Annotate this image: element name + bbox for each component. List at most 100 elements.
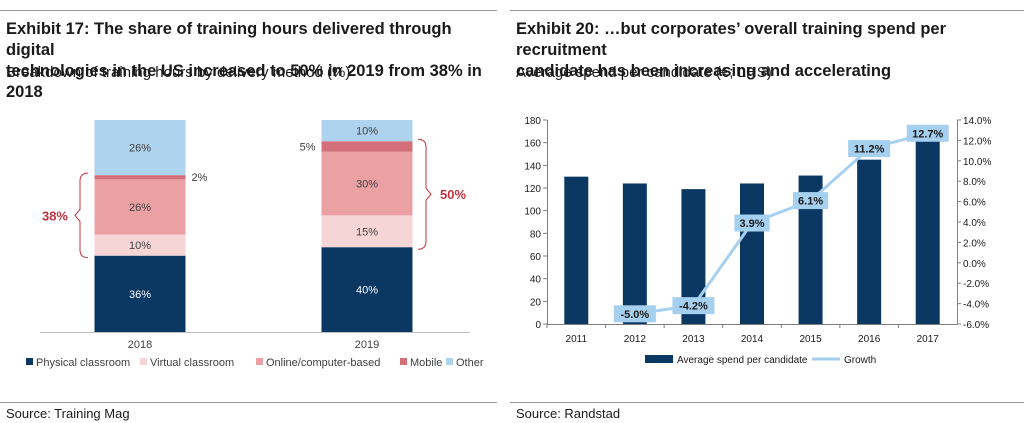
growth-label-2014: 3.9% xyxy=(739,218,764,230)
bracket-2019 xyxy=(417,138,432,250)
spend-bar-2016 xyxy=(857,159,882,324)
growth-label-2016: 11.2% xyxy=(854,144,885,156)
data-label-virtual-classroom-2018: 10% xyxy=(129,240,151,252)
legend-label-virtual-classroom: Virtual classroom xyxy=(150,357,234,369)
exhibit-17-subtitle: Breakdown of training hours by delivery … xyxy=(6,64,351,81)
right-y-tick-label-8-0: 8.0% xyxy=(963,177,986,188)
title-line-2: technologies in the US increased to 50% … xyxy=(6,62,482,101)
right-y-tick-label-0-0: 0.0% xyxy=(963,259,986,270)
right-y-tick-label-12-0: 12.0% xyxy=(963,136,991,147)
left-y-tick-label-20: 20 xyxy=(530,297,542,308)
spend-bar-2012 xyxy=(622,183,647,324)
data-label-online-computer-based-2018: 26% xyxy=(129,202,151,214)
exhibit-20-title: Exhibit 20: …but corporates’ overall tra… xyxy=(516,19,1020,82)
x-tick-label-2012: 2012 xyxy=(624,334,647,345)
left-y-tick-label-120: 120 xyxy=(524,184,541,195)
x-tick-label-2017: 2017 xyxy=(917,334,940,345)
bar-line-combo-chart: 0 20 40 60 80 100 120 140 160 180 -6.0% -4.0% -2.0% 0… xyxy=(524,116,991,366)
growth-label-2012: -5.0% xyxy=(620,309,649,321)
legend-label-online-computer-based: Online/computer-based xyxy=(266,357,380,369)
spend-bar-2014 xyxy=(740,183,764,324)
stacked-bar-chart: 36% 10% 26% 2% 26% 2018 40% 15% 30% 5% 10% 2019 38% 5… xyxy=(26,120,484,369)
legend-swatch-virtual-classroom xyxy=(140,358,147,365)
left-y-tick-label-140: 140 xyxy=(524,161,541,172)
bar-segment-online-computer-based-2019 xyxy=(321,151,413,216)
bar-segment-other-2018 xyxy=(94,120,186,176)
right-y-tick-label-2-0: 2.0% xyxy=(963,238,986,249)
data-label-other-2019: 10% xyxy=(356,126,378,138)
legend-swatch-physical-classroom xyxy=(26,358,33,365)
legend-label-mobile: Mobile xyxy=(410,357,442,369)
bar-segment-physical-classroom-2019 xyxy=(321,247,413,332)
top-rule xyxy=(510,10,1024,11)
bar-segment-mobile-2018 xyxy=(94,175,186,180)
right-y-tick-label-6-0: -6.0% xyxy=(963,320,989,331)
left-y-tick-label-180: 180 xyxy=(524,116,541,127)
growth-label-box-2016 xyxy=(848,140,891,158)
exhibit-20-source: Source: Randstad xyxy=(516,406,621,421)
left-y-tick-label-80: 80 xyxy=(530,229,542,240)
legend-label-growth: Growth xyxy=(844,355,876,366)
growth-label-box-2012 xyxy=(613,305,656,323)
title-line-2: candidate has been increasing and accele… xyxy=(516,62,892,80)
left-y-tick-label-0: 0 xyxy=(535,320,541,331)
data-label-virtual-classroom-2019: 15% xyxy=(356,226,378,238)
x-tick-label-2014: 2014 xyxy=(741,334,764,345)
growth-label-box-2014 xyxy=(734,214,770,232)
legend-swatch-mobile xyxy=(400,358,407,365)
data-label-mobile-2019: 5% xyxy=(300,142,316,154)
right-y-tick-label-10-0: 10.0% xyxy=(963,157,991,168)
growth-label-box-2015 xyxy=(792,192,829,210)
x-tick-label-2013: 2013 xyxy=(682,334,705,345)
top-rule xyxy=(0,10,497,11)
growth-label-2013: -4.2% xyxy=(679,301,708,313)
left-y-tick-label-60: 60 xyxy=(530,252,542,263)
x-tick-label-2016: 2016 xyxy=(858,334,881,345)
right-y-tick-label-4-0: -4.0% xyxy=(963,300,989,311)
bracket-label-2018: 38% xyxy=(42,208,68,223)
growth-label-box-2013 xyxy=(672,297,715,315)
bar-segment-other-2019 xyxy=(321,120,413,142)
spend-bar-2017 xyxy=(915,139,940,324)
bottom-rule xyxy=(0,402,497,403)
bar-segment-virtual-classroom-2018 xyxy=(94,234,186,256)
data-label-online-computer-based-2019: 30% xyxy=(356,179,378,191)
x-tick-label-2015: 2015 xyxy=(799,334,822,345)
exhibit-20-subtitle: Average spend per candidate (€; LHS) xyxy=(516,64,772,81)
x-tick-label-2019: 2019 xyxy=(355,339,379,351)
bar-segment-physical-classroom-2018 xyxy=(94,255,186,332)
exhibit-17-title: Exhibit 17: The share of training hours … xyxy=(6,19,493,103)
legend-label-physical-classroom: Physical classroom xyxy=(36,357,130,369)
legend-label-average-spend-per-candidate: Average spend per candidate xyxy=(677,355,808,366)
right-y-tick-label-6-0: 6.0% xyxy=(963,198,986,209)
growth-label-2017: 12.7% xyxy=(912,128,943,140)
legend-swatch-average-spend-per-candidate xyxy=(645,355,673,363)
right-y-tick-label-2-0: -2.0% xyxy=(963,279,989,290)
left-y-tick-label-40: 40 xyxy=(530,275,542,286)
bracket-2018 xyxy=(74,172,89,259)
exhibit-20-panel: Exhibit 20: …but corporates’ overall tra… xyxy=(510,0,1024,423)
bottom-rule xyxy=(510,402,1024,403)
right-y-tick-label-14-0: 14.0% xyxy=(963,116,991,127)
x-tick-label-2011: 2011 xyxy=(566,334,588,345)
legend-label-other: Other xyxy=(456,357,484,369)
exhibit-17-source: Source: Training Mag xyxy=(6,406,130,421)
growth-label-box-2017 xyxy=(906,124,949,142)
title-line-1: Exhibit 17: The share of training hours … xyxy=(6,20,452,59)
left-y-tick-label-160: 160 xyxy=(524,139,541,150)
bar-segment-virtual-classroom-2019 xyxy=(321,215,413,248)
title-line-1: Exhibit 20: …but corporates’ overall tra… xyxy=(516,20,947,59)
spend-bar-2011 xyxy=(564,176,589,324)
bar-segment-online-computer-based-2018 xyxy=(94,179,186,235)
right-y-tick-label-4-0: 4.0% xyxy=(963,218,986,229)
bar-segment-mobile-2019 xyxy=(321,141,413,152)
exhibit-17-panel: Exhibit 17: The share of training hours … xyxy=(0,0,497,423)
bracket-label-2019: 50% xyxy=(440,187,466,202)
x-tick-label-2018: 2018 xyxy=(128,339,152,351)
data-label-other-2018: 26% xyxy=(129,143,151,155)
data-label-physical-classroom-2019: 40% xyxy=(356,285,378,297)
growth-line xyxy=(634,131,929,316)
left-y-tick-label-100: 100 xyxy=(524,207,541,218)
legend-swatch-other xyxy=(446,358,453,365)
legend-swatch-online-computer-based xyxy=(256,358,263,365)
